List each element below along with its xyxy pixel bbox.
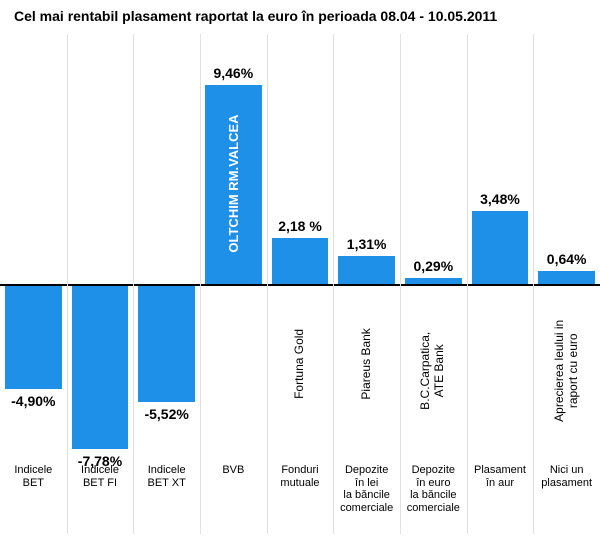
series-label: Piareus Bank <box>360 279 374 449</box>
category-label: Fondurimutuale <box>267 464 334 489</box>
chart-column: -4,90% IndiceleBET <box>0 34 67 534</box>
category-label: Nici unplasament <box>533 464 600 489</box>
category-label: Plasamentîn aur <box>467 464 534 489</box>
category-label: IndiceleBET FI <box>67 464 134 489</box>
series-label: Fortuna Gold <box>293 279 307 449</box>
category-label: Depoziteîn leila băncilecomerciale <box>333 464 400 515</box>
chart-title: Cel mai rentabil plasament raportat la e… <box>14 8 497 24</box>
value-label: 9,46% <box>200 65 267 81</box>
value-label: 2,18 % <box>267 218 334 234</box>
series-label: Aprecierea leului inraport cu euro <box>553 286 581 456</box>
bar <box>538 271 595 284</box>
bar <box>472 211 529 284</box>
chart-column: -5,52% IndiceleBET XT <box>133 34 200 534</box>
category-label: IndiceleBET <box>0 464 67 489</box>
value-label: -5,52% <box>133 406 200 422</box>
value-label: 1,31% <box>333 236 400 252</box>
value-label: 3,48% <box>467 191 534 207</box>
chart-container: Cel mai rentabil plasament raportat la e… <box>0 0 600 540</box>
value-label: 0,64% <box>533 251 600 267</box>
chart-column: 2,18 % Fondurimutuale Fortuna Gold <box>267 34 334 534</box>
category-label: BVB <box>200 464 267 477</box>
chart-area: -4,90% IndiceleBET-7,78%IndiceleBET FI-5,… <box>0 34 600 534</box>
category-label: Depoziteîn eurola băncilecomerciale <box>400 464 467 515</box>
chart-column: -7,78%IndiceleBET FI <box>67 34 134 534</box>
chart-column: 0,29% Depoziteîn eurola băncilecomerciale… <box>400 34 467 534</box>
category-label: IndiceleBET XT <box>133 464 200 489</box>
chart-column: 3,48% Plasamentîn aur <box>467 34 534 534</box>
chart-column: 9,46% BVB OLTCHIM RM.VALCEA <box>200 34 267 534</box>
bar <box>72 286 129 449</box>
chart-column: 0,64% Nici unplasament Aprecierea leului i… <box>533 34 600 534</box>
bar <box>5 286 62 389</box>
bar <box>405 278 462 284</box>
bar <box>272 238 329 284</box>
in-bar-label: OLTCHIM RM.VALCEA <box>226 89 241 278</box>
value-label: 0,29% <box>400 258 467 274</box>
series-label: B.C.Carpatica,ATE Bank <box>420 286 448 456</box>
chart-column: 1,31% Depoziteîn leila băncilecomerciale P… <box>333 34 400 534</box>
value-label: -4,90% <box>0 393 67 409</box>
bar <box>138 286 195 402</box>
